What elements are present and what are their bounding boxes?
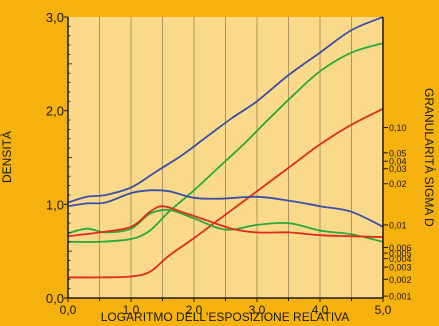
y2-tick-label: 0,006: [389, 243, 412, 253]
y-tick-label: 2,0: [46, 104, 64, 119]
y-axis-title: DENSITÀ: [0, 131, 14, 183]
density-curve-blue: [67, 16, 384, 204]
x-tick-label: 4,0: [312, 303, 329, 317]
y2-tick-label: 0,05: [389, 148, 407, 158]
y2-tick-label: 0,10: [389, 123, 407, 133]
ticks: 0,0 1,0 2,0 3,0 4,0 5,0 0,0 1,0 2,0 3,0 0,001 0,002…: [46, 10, 412, 317]
granularity-curve-blue: [67, 189, 384, 228]
x-tick-label: 3,0: [249, 303, 266, 317]
y2-tick-label: 0,01: [389, 220, 407, 230]
y-tick-label: 1,0: [46, 197, 64, 212]
x-tick-label: 2,0: [186, 303, 203, 317]
density-curve-green: [67, 42, 384, 243]
x-tick-label: 1,0: [123, 303, 140, 317]
y-tick-label: 0,0: [46, 291, 64, 306]
y2-tick-label: 0,003: [389, 263, 412, 273]
x-tick-label: 5,0: [375, 303, 392, 317]
granularity-curve-red: [67, 205, 384, 238]
grid: [99, 17, 352, 298]
density-curve-red: [67, 107, 384, 279]
y2-tick-label: 0,002: [389, 275, 412, 285]
series-layer: [67, 16, 384, 279]
y2-tick-label: 0,04: [389, 157, 407, 167]
y2-axis-title: GRANULARITÀ SIGMA D: [422, 88, 437, 227]
y-tick-label: 3,0: [46, 10, 64, 25]
y2-tick-label: 0,03: [389, 164, 407, 174]
x-axis-title: LOGARITMO DELL'ESPOSIZIONE RELATIVA: [101, 310, 350, 324]
y2-tick-label: 0,001: [389, 292, 412, 302]
y2-tick-label: 0,004: [389, 254, 412, 264]
y2-tick-label: 0,02: [389, 179, 407, 189]
x-tick-label: 0,0: [60, 303, 77, 317]
y2-tick-label: 0,005: [389, 249, 412, 259]
